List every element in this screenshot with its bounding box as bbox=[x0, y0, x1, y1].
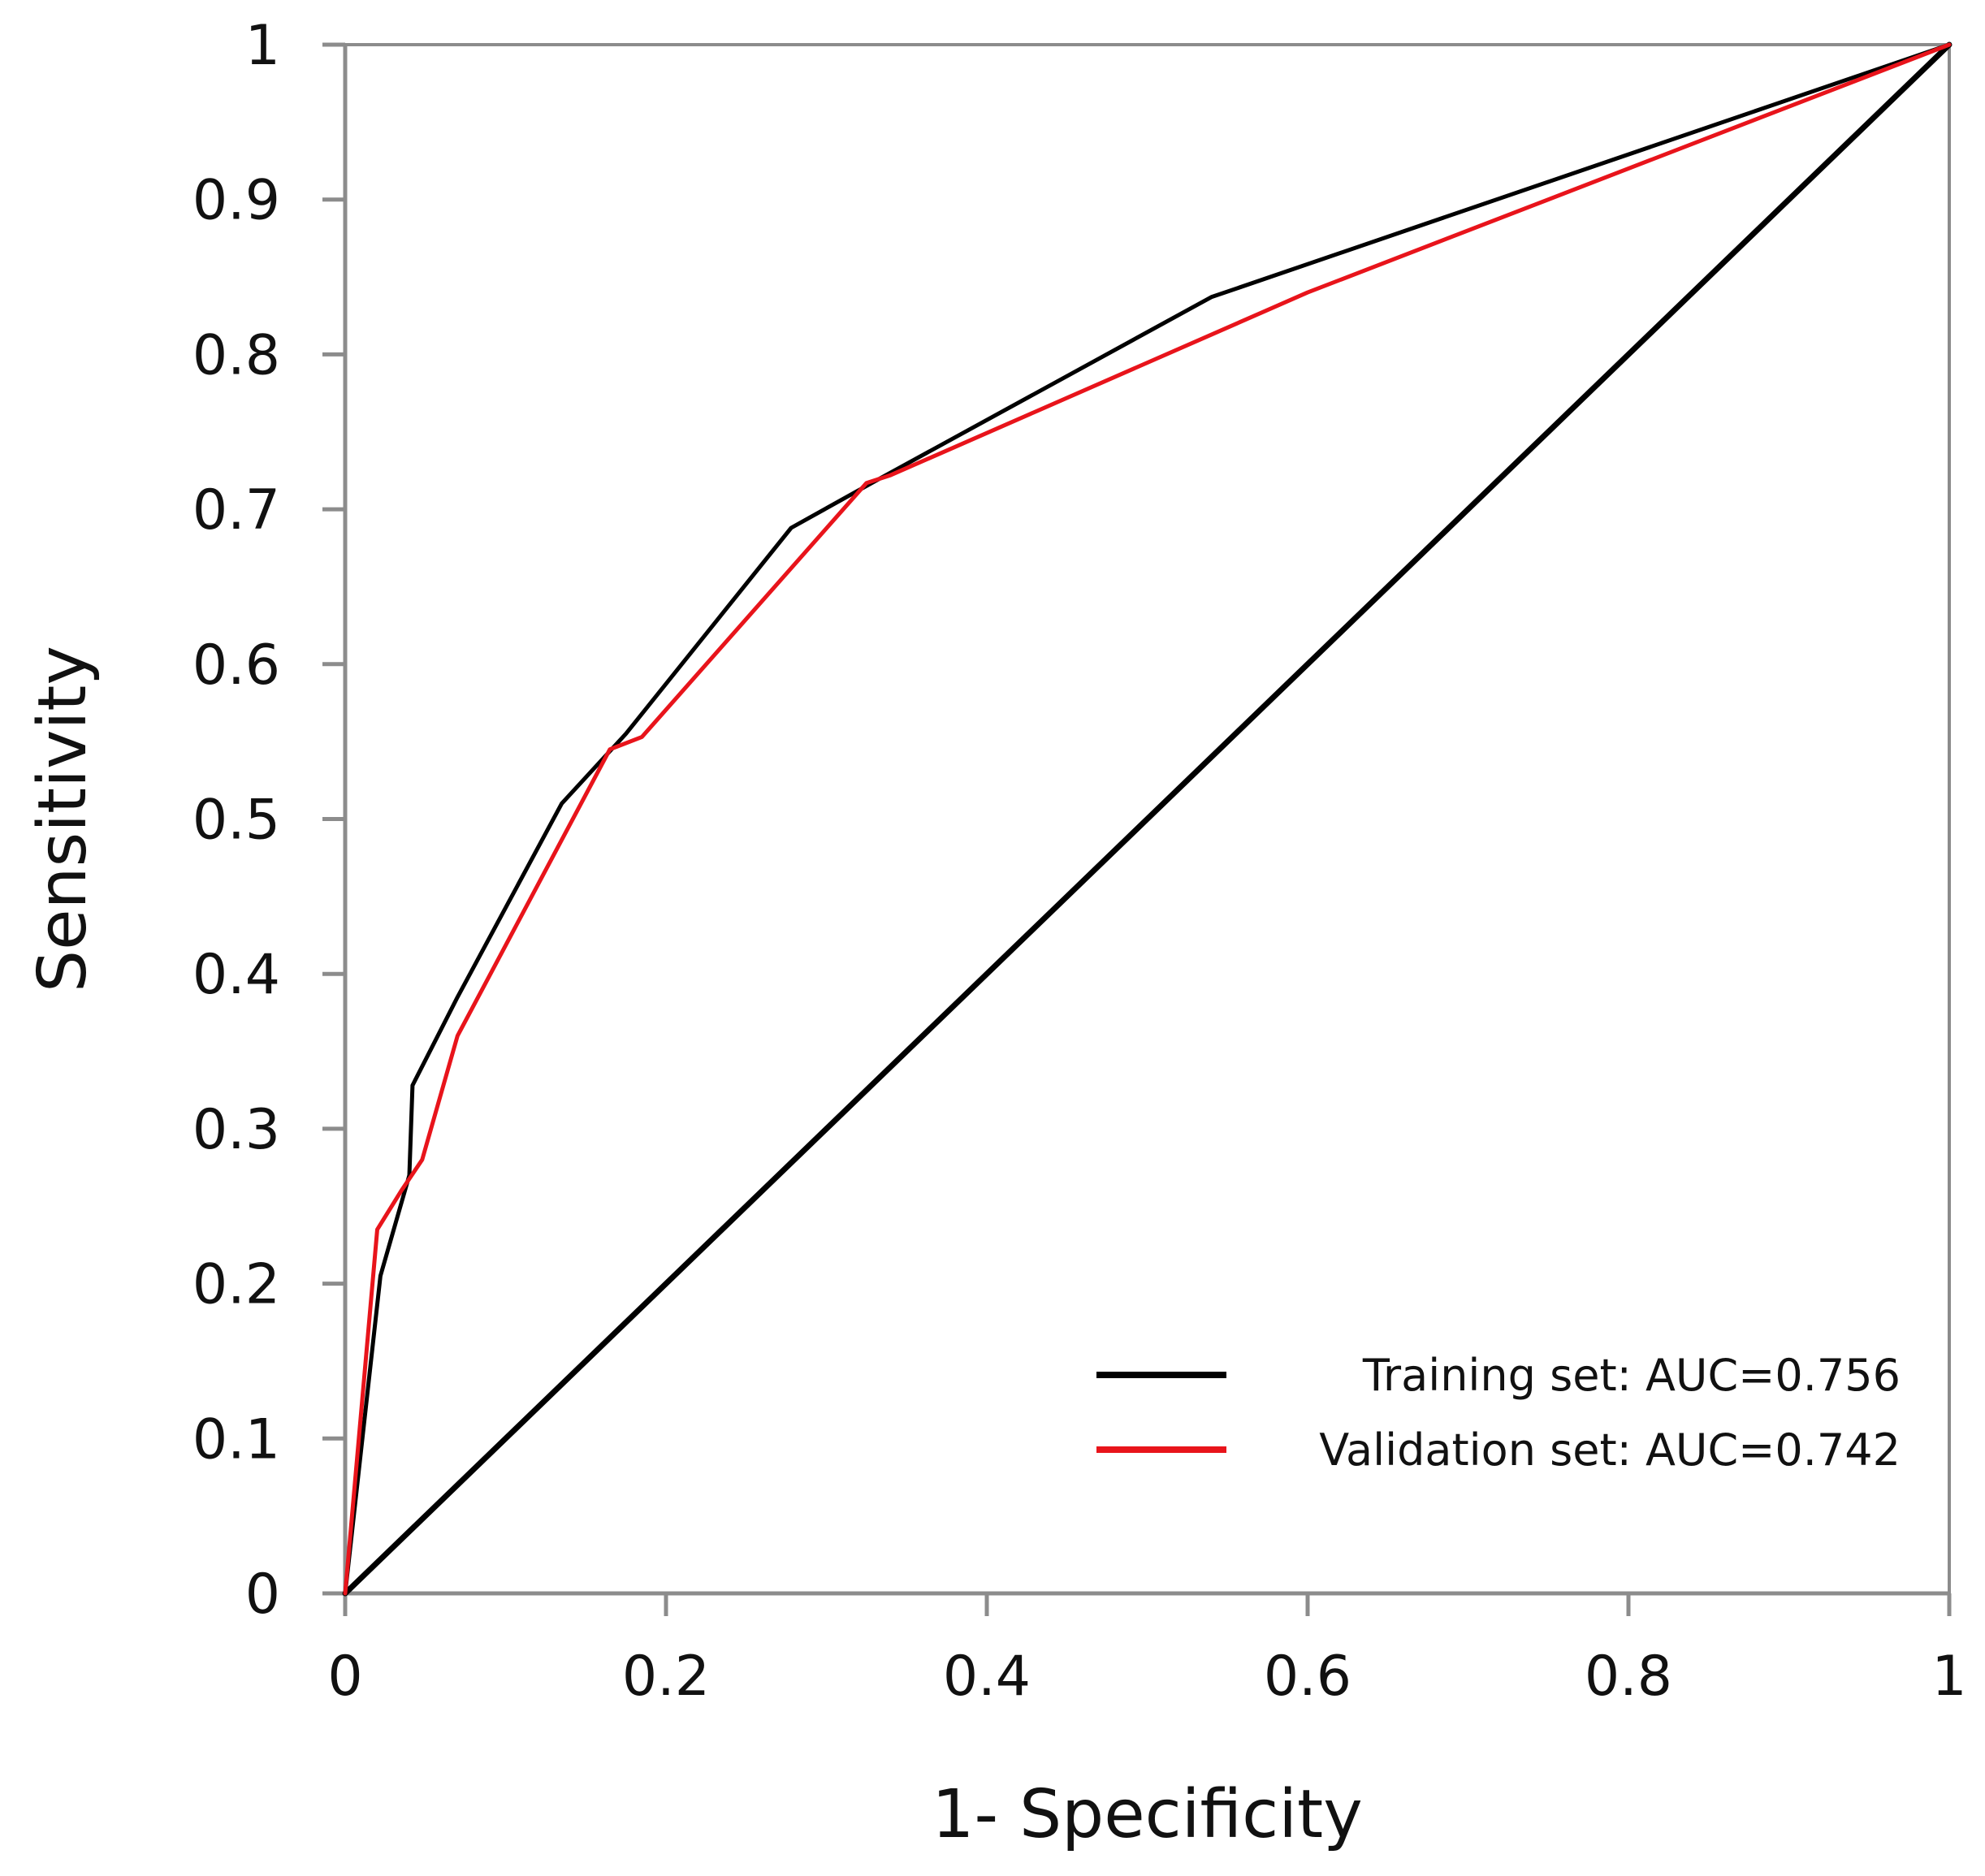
y-tick-label: 0.9 bbox=[192, 169, 280, 233]
y-tick-label: 0.3 bbox=[192, 1098, 280, 1162]
y-tick-label: 0.2 bbox=[192, 1253, 280, 1317]
y-tick-label: 0.4 bbox=[192, 943, 280, 1007]
y-tick-label: 0.7 bbox=[192, 478, 280, 542]
x-tick-label: 0.6 bbox=[1264, 1645, 1351, 1709]
axes bbox=[343, 43, 1951, 1596]
legend-label-validation: Validation set: AUC=0.742 bbox=[1319, 1424, 1901, 1476]
y-tick-label: 0.1 bbox=[192, 1407, 280, 1472]
series-layer bbox=[342, 41, 1953, 1597]
legend: Training set: AUC=0.756 Validation set: … bbox=[1096, 1350, 1901, 1476]
y-tick-label: 1 bbox=[245, 14, 280, 78]
legend-label-training: Training set: AUC=0.756 bbox=[1362, 1350, 1901, 1401]
x-tick-label: 0.8 bbox=[1585, 1645, 1672, 1709]
y-axis-title: Sensitivity bbox=[24, 646, 102, 992]
validation-roc-line bbox=[343, 42, 1952, 1596]
y-tick-label: 0.5 bbox=[192, 789, 280, 853]
y-ticks: 0 0.1 0.2 0.3 0.4 0.5 0.6 0.7 0.8 0.9 1 bbox=[192, 14, 345, 1627]
x-tick-label: 0.4 bbox=[943, 1645, 1031, 1709]
training-roc-line bbox=[343, 42, 1952, 1596]
y-tick-label: 0 bbox=[245, 1563, 280, 1627]
x-axis-title: 1- Specificity bbox=[932, 1776, 1362, 1853]
x-tick-label: 0 bbox=[327, 1645, 362, 1709]
x-tick-label: 0.2 bbox=[622, 1645, 710, 1709]
x-tick-label: 1 bbox=[1931, 1645, 1966, 1709]
y-tick-label: 0.6 bbox=[192, 633, 280, 698]
reference-diagonal-line bbox=[342, 41, 1953, 1597]
y-tick-label: 0.8 bbox=[192, 323, 280, 387]
x-ticks: 0 0.2 0.4 0.6 0.8 1 bbox=[327, 1593, 1967, 1709]
